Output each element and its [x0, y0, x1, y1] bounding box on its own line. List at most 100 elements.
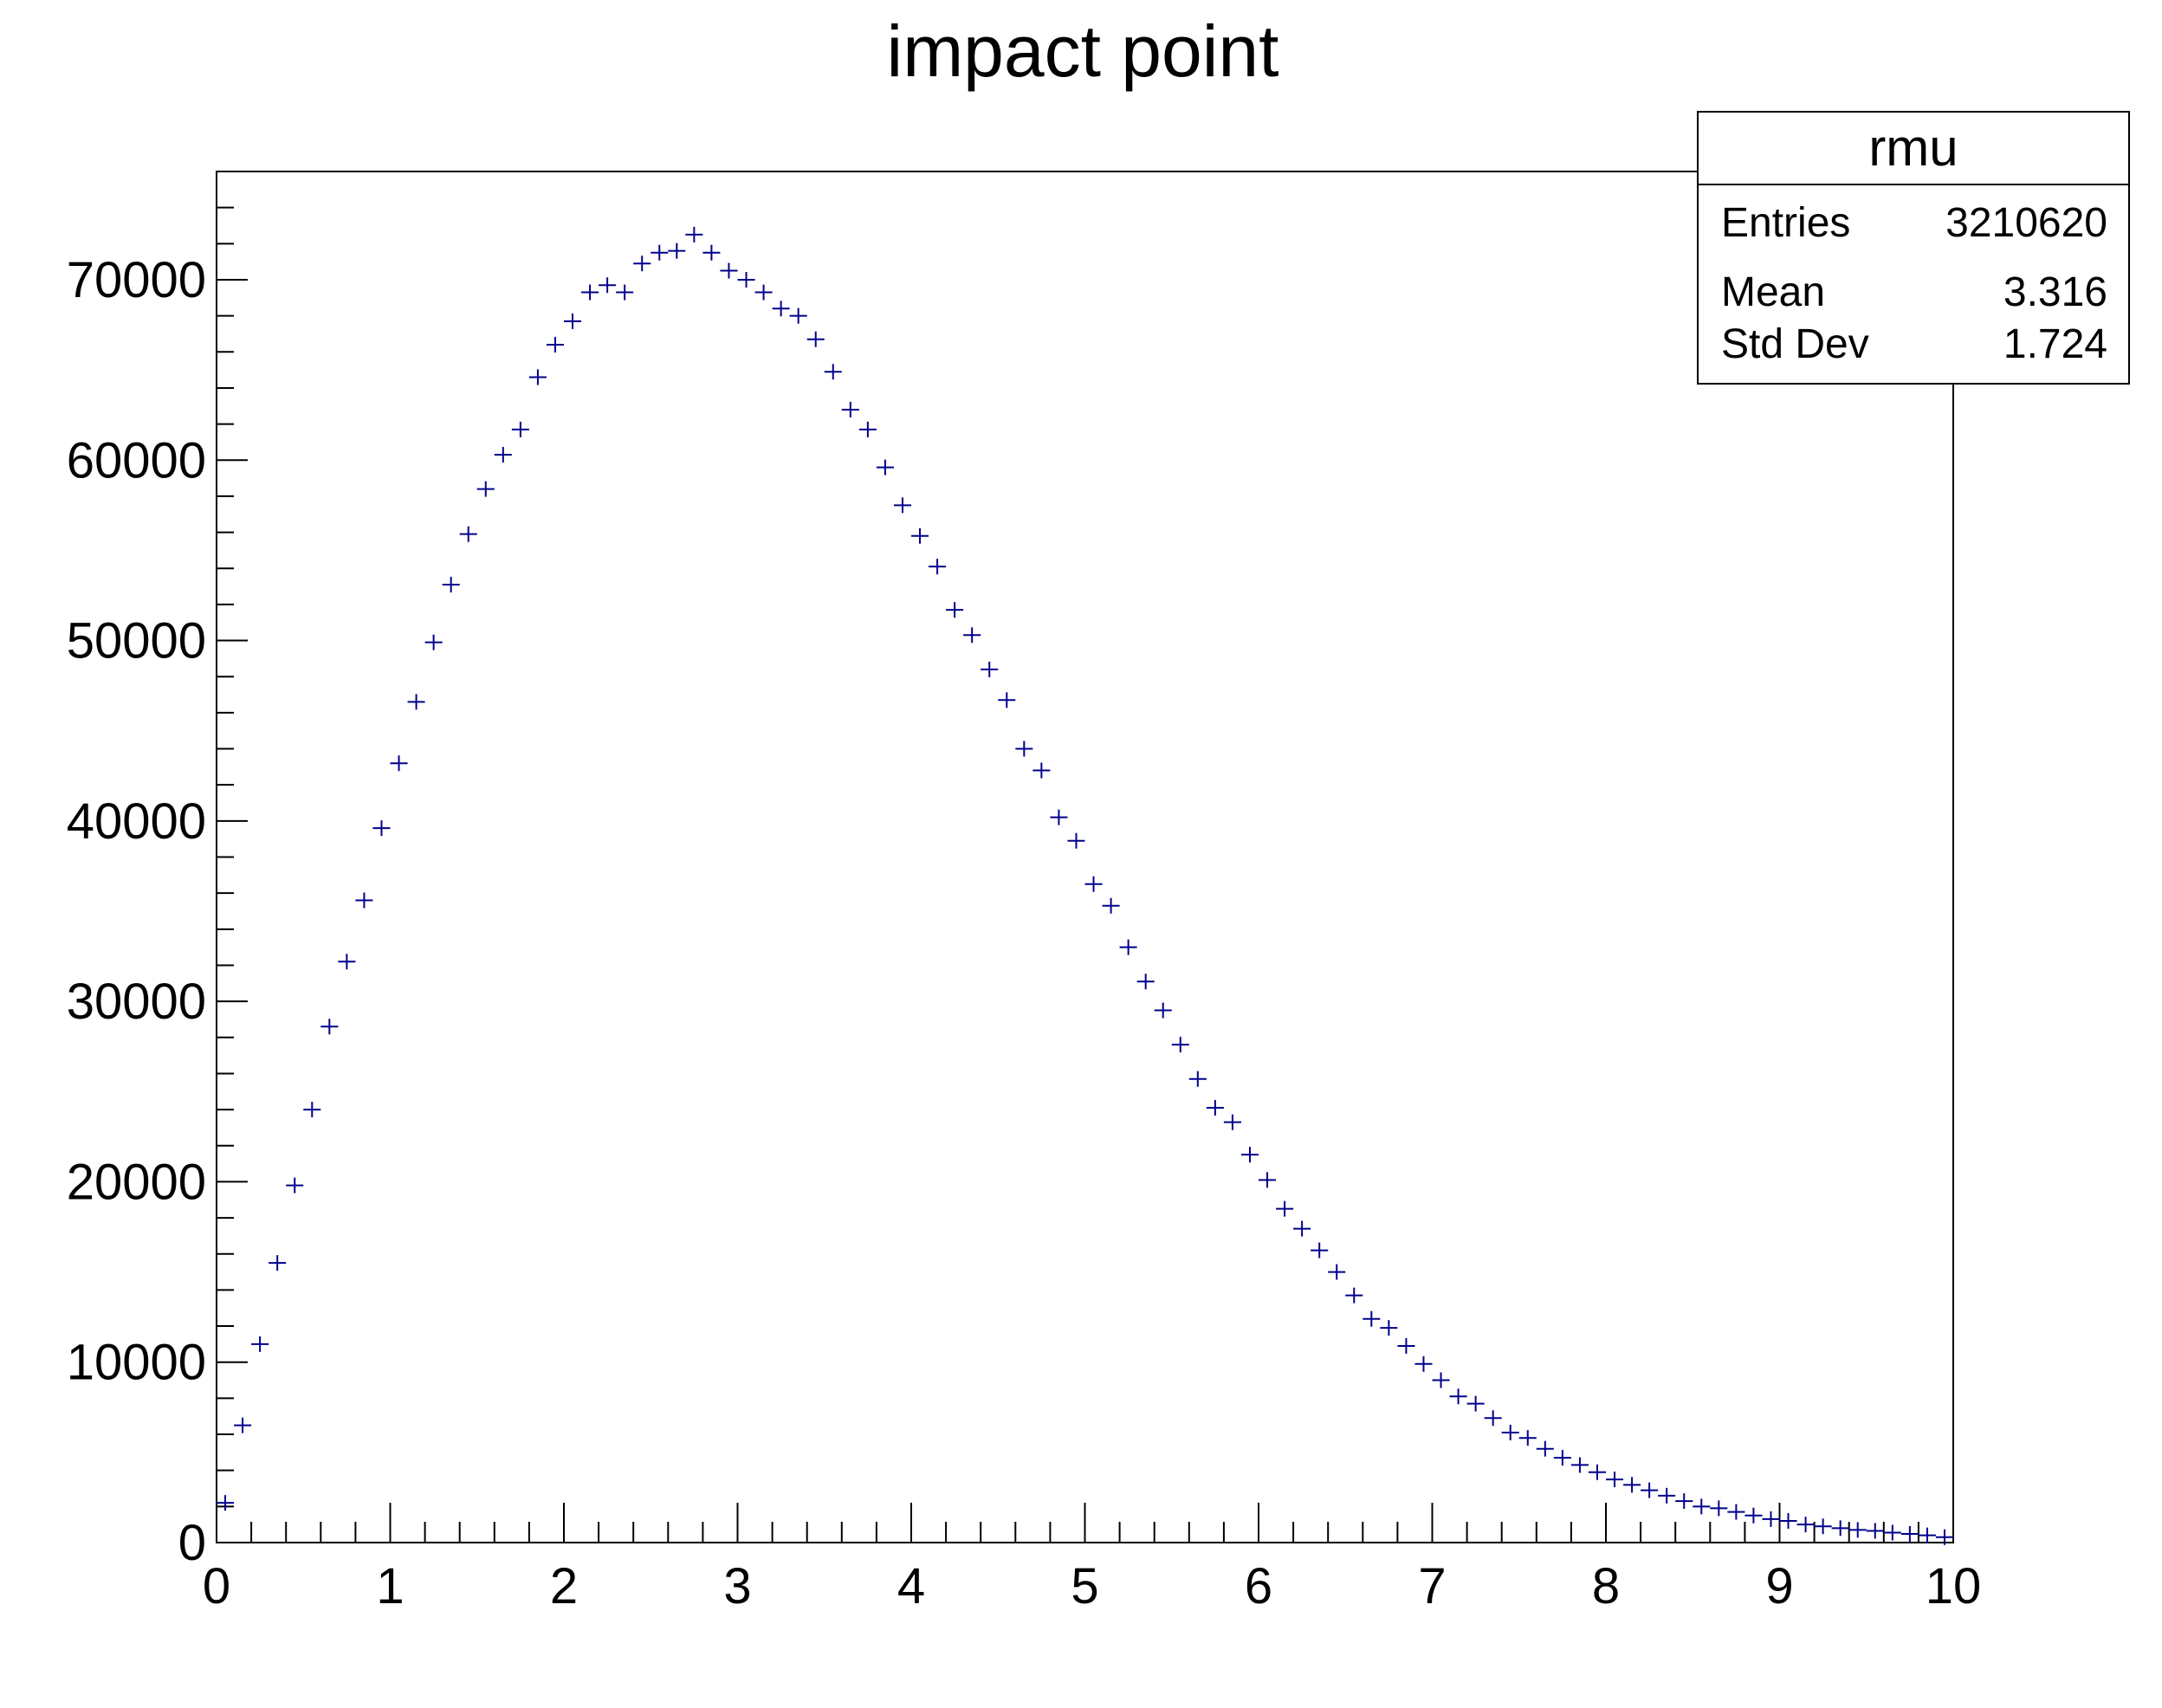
- data-point: [1588, 1464, 1606, 1480]
- plot-frame: [216, 171, 1954, 1543]
- data-point: [581, 284, 599, 301]
- data-point: [217, 1495, 235, 1511]
- data-point: [1501, 1424, 1519, 1440]
- data-point: [1397, 1337, 1415, 1354]
- y-tick-label: 70000: [67, 252, 206, 308]
- data-point: [633, 256, 651, 272]
- data-point: [1900, 1526, 1919, 1543]
- data-point: [1466, 1395, 1485, 1412]
- x-tick-label: 8: [1592, 1558, 1620, 1614]
- data-point: [946, 602, 964, 618]
- x-tick-label: 3: [723, 1558, 751, 1614]
- data-point: [1240, 1147, 1259, 1163]
- data-point: [528, 369, 547, 385]
- data-point: [1848, 1522, 1867, 1538]
- data-point: [911, 527, 929, 544]
- stats-row-stddev: Std Dev 1.724: [1721, 310, 2107, 379]
- data-point: [789, 307, 807, 324]
- stats-value-stddev: 1.724: [2003, 321, 2107, 367]
- data-point: [1536, 1440, 1554, 1457]
- data-point: [338, 954, 356, 970]
- data-point: [702, 244, 721, 261]
- data-point: [1744, 1507, 1763, 1524]
- data-point: [1935, 1529, 1953, 1545]
- data-point: [1084, 876, 1103, 892]
- data-point: [1918, 1527, 1936, 1543]
- data-point: [1570, 1457, 1589, 1473]
- data-point: [234, 1417, 252, 1433]
- data-point: [1345, 1287, 1363, 1304]
- data-point: [981, 661, 999, 677]
- data-point: [1484, 1410, 1502, 1427]
- data-point: [929, 559, 947, 575]
- data-point: [494, 447, 512, 463]
- data-point: [546, 336, 564, 353]
- stats-divider: [1699, 184, 2128, 185]
- data-point: [564, 313, 582, 329]
- x-tick-label: 7: [1418, 1558, 1446, 1614]
- y-tick-label: 10000: [67, 1335, 206, 1391]
- data-point: [1883, 1524, 1901, 1541]
- data-point: [459, 526, 477, 542]
- data-point: [616, 284, 634, 301]
- data-point: [685, 226, 703, 243]
- data-point: [1710, 1500, 1728, 1517]
- data-point: [737, 271, 755, 288]
- data-point: [824, 364, 842, 380]
- x-tick-label: 10: [1926, 1558, 1982, 1614]
- y-tick-label: 60000: [67, 432, 206, 488]
- data-point: [286, 1177, 304, 1194]
- data-point: [1223, 1114, 1241, 1130]
- x-tick-label: 2: [550, 1558, 578, 1614]
- stats-value-entries: 3210620: [1945, 200, 2107, 246]
- data-point: [424, 634, 443, 650]
- data-point: [1414, 1355, 1433, 1372]
- data-point: [1050, 809, 1068, 825]
- stats-label-entries: Entries: [1721, 200, 1851, 246]
- data-point: [1675, 1493, 1693, 1510]
- data-point: [1432, 1372, 1450, 1388]
- data-point: [1518, 1430, 1537, 1446]
- data-point: [511, 421, 529, 437]
- data-point: [599, 277, 617, 294]
- data-point: [858, 421, 877, 437]
- data-point: [1380, 1320, 1398, 1336]
- data-point: [1796, 1517, 1815, 1533]
- data-point: [1328, 1264, 1346, 1280]
- data-point: [1102, 897, 1120, 914]
- x-tick-label: 9: [1765, 1558, 1793, 1614]
- data-point: [963, 627, 981, 644]
- x-axis: 0 1 2 3 4 5 6 7 8 9 10: [203, 1503, 1981, 1614]
- data-point: [841, 401, 859, 417]
- data-point: [1623, 1477, 1641, 1493]
- data-point: [1866, 1523, 1884, 1539]
- data-point: [1311, 1242, 1329, 1258]
- data-point: [893, 497, 911, 514]
- data-point: [269, 1255, 287, 1271]
- data-point: [1814, 1518, 1832, 1535]
- x-tick-label: 1: [376, 1558, 404, 1614]
- stats-label-stddev: Std Dev: [1721, 321, 1869, 367]
- data-point: [1727, 1504, 1745, 1520]
- data-point: [1658, 1487, 1676, 1504]
- data-point: [1206, 1100, 1224, 1116]
- stats-title: rmu: [1868, 119, 1958, 177]
- data-point: [390, 755, 408, 772]
- x-tick-label: 5: [1071, 1558, 1098, 1614]
- data-point: [1032, 762, 1051, 779]
- data-point: [442, 576, 460, 592]
- data-point: [1188, 1071, 1207, 1087]
- data-point: [1606, 1472, 1624, 1488]
- data-point: [1762, 1511, 1780, 1527]
- data-point: [1363, 1310, 1381, 1327]
- data-point: [1293, 1220, 1311, 1237]
- data-point: [876, 459, 894, 476]
- stats-row-entries: Entries 3210620: [1721, 189, 2107, 258]
- data-point: [754, 284, 773, 301]
- y-tick-label: 50000: [67, 613, 206, 670]
- data-point: [251, 1336, 269, 1352]
- data-point: [806, 331, 825, 347]
- data-point: [1015, 741, 1033, 757]
- stats-label-mean: Mean: [1721, 269, 1826, 315]
